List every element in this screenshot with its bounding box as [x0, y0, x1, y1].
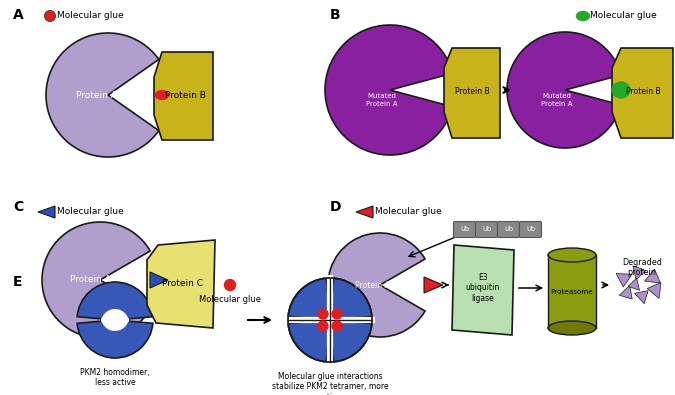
Wedge shape — [42, 222, 151, 338]
Ellipse shape — [576, 11, 589, 21]
Polygon shape — [38, 206, 55, 218]
Circle shape — [332, 309, 342, 319]
Wedge shape — [330, 278, 372, 320]
Polygon shape — [634, 291, 648, 304]
Text: Degraded
protein: Degraded protein — [622, 258, 662, 277]
Polygon shape — [147, 240, 215, 328]
Text: Mutated
Protein A: Mutated Protein A — [367, 94, 398, 107]
Text: Mutated
Protein A: Mutated Protein A — [541, 94, 573, 107]
Text: A: A — [13, 8, 24, 22]
Circle shape — [318, 309, 328, 319]
Bar — [106, 315, 124, 325]
Wedge shape — [77, 282, 153, 320]
Wedge shape — [507, 32, 621, 148]
Wedge shape — [101, 317, 129, 331]
FancyBboxPatch shape — [475, 222, 497, 237]
Text: C: C — [13, 200, 23, 214]
Text: Protein A: Protein A — [76, 90, 116, 100]
Wedge shape — [328, 233, 425, 337]
Text: PKM2 homodimer,
less active: PKM2 homodimer, less active — [80, 368, 150, 387]
Ellipse shape — [155, 90, 169, 100]
Polygon shape — [647, 282, 661, 299]
FancyBboxPatch shape — [520, 222, 541, 237]
Text: Proteasome: Proteasome — [551, 289, 593, 295]
Text: Molecular glue: Molecular glue — [375, 207, 441, 216]
Ellipse shape — [612, 82, 630, 98]
Wedge shape — [325, 25, 453, 155]
Text: E: E — [13, 275, 22, 289]
Wedge shape — [46, 33, 159, 157]
Polygon shape — [356, 206, 373, 218]
Text: D: D — [330, 200, 342, 214]
Text: E3
ubiquitin
ligase: E3 ubiquitin ligase — [466, 273, 500, 303]
Text: Ub: Ub — [526, 226, 535, 232]
Circle shape — [318, 321, 328, 331]
Circle shape — [225, 280, 236, 290]
Bar — [548, 255, 596, 328]
Polygon shape — [424, 277, 443, 293]
Polygon shape — [452, 245, 514, 335]
Polygon shape — [612, 48, 673, 138]
Polygon shape — [633, 266, 646, 280]
Polygon shape — [619, 286, 632, 299]
Polygon shape — [154, 52, 213, 140]
Polygon shape — [616, 274, 632, 287]
Text: Ub: Ub — [460, 226, 469, 232]
Text: Protein A: Protein A — [354, 280, 389, 290]
Text: Ub: Ub — [482, 226, 491, 232]
Circle shape — [45, 11, 55, 21]
Circle shape — [332, 321, 342, 331]
Polygon shape — [628, 278, 639, 290]
Wedge shape — [288, 320, 330, 362]
Ellipse shape — [548, 248, 596, 262]
Wedge shape — [288, 278, 330, 320]
Text: Molecular glue interactions
stabilize PKM2 tetramer, more
active: Molecular glue interactions stabilize PK… — [271, 372, 388, 395]
Text: Protein B: Protein B — [165, 90, 205, 100]
FancyBboxPatch shape — [454, 222, 475, 237]
Wedge shape — [330, 320, 372, 362]
Text: Molecular glue: Molecular glue — [57, 207, 124, 216]
Text: B: B — [330, 8, 341, 22]
Polygon shape — [444, 48, 500, 138]
Text: Protein B: Protein B — [626, 88, 660, 96]
Text: Ub: Ub — [504, 226, 513, 232]
Wedge shape — [77, 320, 153, 358]
Text: Protein C: Protein C — [161, 278, 202, 288]
Wedge shape — [101, 309, 129, 323]
Text: Molecular glue: Molecular glue — [199, 295, 261, 304]
Text: Protein A: Protein A — [70, 275, 111, 284]
Text: Molecular glue: Molecular glue — [590, 11, 657, 21]
Polygon shape — [150, 272, 168, 288]
Text: Protein B: Protein B — [455, 88, 489, 96]
Ellipse shape — [548, 321, 596, 335]
Polygon shape — [645, 269, 660, 283]
FancyBboxPatch shape — [497, 222, 520, 237]
Text: Molecular glue: Molecular glue — [57, 11, 124, 21]
